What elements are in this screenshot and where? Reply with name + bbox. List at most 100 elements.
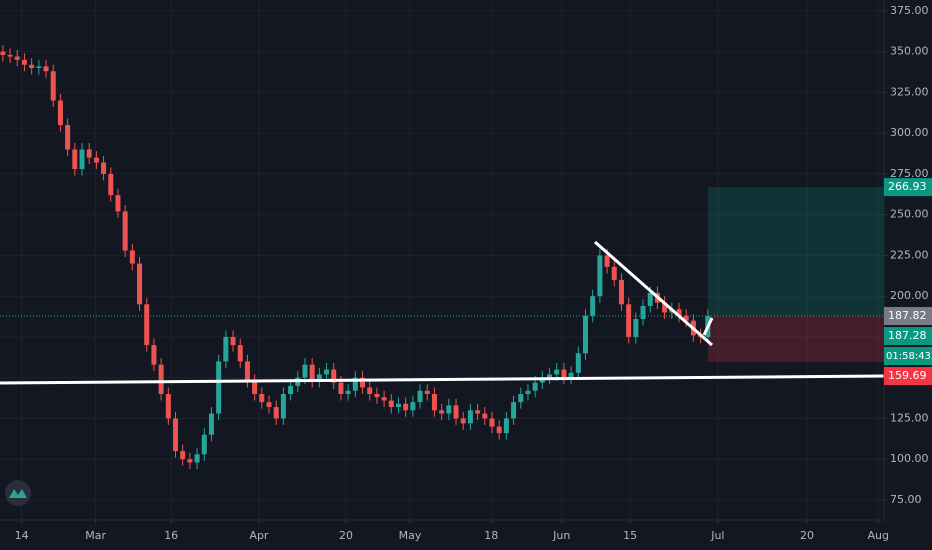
stop-zone <box>707 316 884 362</box>
candle-body <box>7 54 13 57</box>
candle-body <box>345 390 351 394</box>
candle-body <box>101 162 107 174</box>
candle-body <box>381 397 387 401</box>
y-tick-label: 250.00 <box>890 208 929 221</box>
candle-body <box>302 364 308 378</box>
candle-body <box>266 402 272 408</box>
candle-body <box>604 255 610 267</box>
x-tick-label: 20 <box>800 529 814 542</box>
candle-body <box>144 304 150 346</box>
candle-body <box>431 393 437 411</box>
candle-body <box>511 402 517 419</box>
candle-body <box>158 364 164 394</box>
y-tick-label: 100.00 <box>890 452 929 465</box>
x-tick-label: 20 <box>339 529 353 542</box>
candle-body <box>244 361 250 381</box>
candle-body <box>151 345 157 365</box>
price-label: 187.28 <box>888 329 927 342</box>
candle-body <box>338 382 344 394</box>
logo-circle[interactable] <box>5 480 31 506</box>
candle-body <box>618 279 624 305</box>
candle-body <box>367 387 373 394</box>
y-tick-label: 200.00 <box>890 289 929 302</box>
countdown-box <box>884 347 932 366</box>
x-tick-label: 18 <box>484 529 498 542</box>
candle-body <box>554 369 560 375</box>
y-tick-label: 325.00 <box>890 85 929 98</box>
candle-body <box>29 64 35 68</box>
x-tick-label: Jul <box>710 529 724 542</box>
candle-body <box>165 393 171 419</box>
target-zone <box>707 187 884 317</box>
candle-body <box>547 374 553 378</box>
candle-body <box>21 59 27 65</box>
candle-body <box>633 319 639 337</box>
candle-body <box>93 157 99 163</box>
candle-body <box>446 405 452 414</box>
x-tick-label: 14 <box>15 529 29 542</box>
y-tick-label: 300.00 <box>890 126 929 139</box>
support-line <box>0 374 885 385</box>
logo[interactable] <box>5 480 31 506</box>
candle-body <box>208 413 214 435</box>
candle-body <box>316 374 322 381</box>
candle-body <box>173 418 179 452</box>
candle-body <box>50 71 56 101</box>
candle-body <box>460 418 466 424</box>
price-label-box <box>884 178 932 197</box>
candle-body <box>568 372 574 378</box>
price-label-box <box>884 367 932 386</box>
candle-body <box>482 413 488 419</box>
price-label-box <box>884 307 932 326</box>
candle-body <box>0 51 6 55</box>
candle-body <box>115 195 121 212</box>
candle-body <box>597 255 603 297</box>
candle-body <box>374 393 380 398</box>
candle-body <box>129 250 135 264</box>
candle-body <box>79 149 85 170</box>
candle-body <box>216 361 222 414</box>
candle-body <box>518 393 524 403</box>
candle-body <box>676 309 682 316</box>
candle-body <box>259 393 265 403</box>
y-tick-label: 375.00 <box>890 4 929 17</box>
candle-body <box>288 385 294 394</box>
candle-body <box>453 405 459 419</box>
candle-body <box>590 296 596 316</box>
y-tick-label: 350.00 <box>890 45 929 58</box>
candle-body <box>439 410 445 414</box>
breakout-line <box>702 317 714 336</box>
candle-body <box>273 407 279 419</box>
candle-body <box>331 369 337 383</box>
candle-body <box>252 380 258 394</box>
y-tick-label: 75.00 <box>890 493 922 506</box>
candle-body <box>72 149 78 170</box>
x-tick-label: Aug <box>868 529 889 542</box>
candle-body <box>360 377 366 388</box>
x-tick-label: May <box>399 529 422 542</box>
candle-body <box>647 292 653 306</box>
candle-body <box>417 390 423 403</box>
candle-body <box>410 402 416 411</box>
candle-body <box>194 454 200 463</box>
candle-body <box>503 418 509 434</box>
candle-body <box>662 302 668 313</box>
y-tick-label: 275.00 <box>890 167 929 180</box>
x-tick-label: Apr <box>249 529 269 542</box>
trend-line <box>594 240 713 347</box>
candle-body <box>14 56 20 60</box>
logo-icon[interactable] <box>9 489 27 498</box>
candle-body <box>403 403 409 411</box>
candle-body <box>683 315 689 321</box>
candle-body <box>496 426 502 434</box>
candle-body <box>180 451 186 460</box>
candle-body <box>86 149 92 158</box>
x-tick-label: Mar <box>85 529 106 542</box>
candle-body <box>467 410 473 424</box>
y-tick-label: 125.00 <box>890 411 929 424</box>
candle-body <box>230 336 236 346</box>
candle-body <box>36 66 42 68</box>
candle-body <box>237 345 243 362</box>
